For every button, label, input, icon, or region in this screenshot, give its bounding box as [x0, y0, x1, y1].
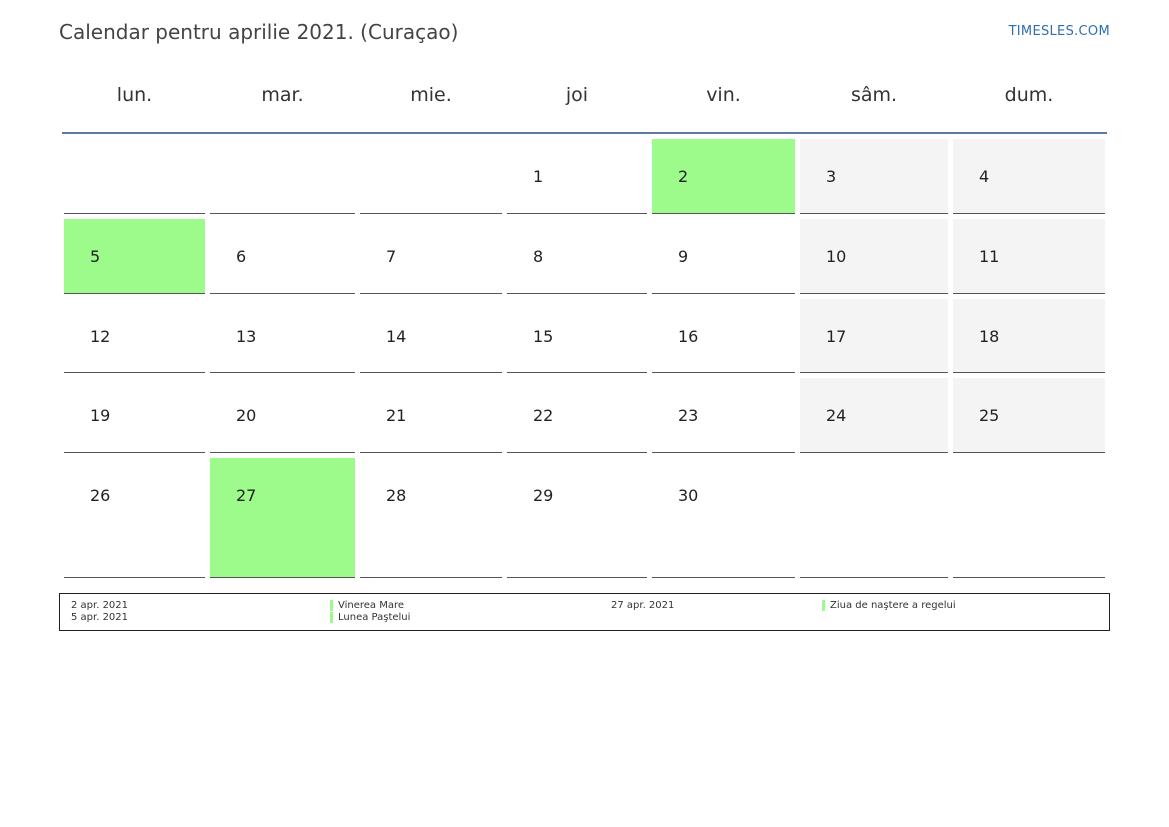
calendar-day-cell: 10 [800, 219, 948, 294]
day-number: 4 [979, 167, 990, 186]
weekday-label: lun. [116, 84, 153, 106]
weekday-header: lun. mar. mie. joi vin. sâm. dum. [62, 84, 1107, 134]
day-number: 9 [678, 247, 689, 266]
page-title: Calendar pentru aprilie 2021. (Curaçao) [59, 20, 459, 44]
calendar-day-cell: 2 [652, 139, 795, 214]
day-number: 27 [236, 486, 257, 505]
calendar-day-cell: 4 [953, 139, 1105, 214]
calendar-day-cell: 17 [800, 299, 948, 373]
day-number: 30 [678, 486, 699, 505]
day-number: 5 [90, 247, 101, 266]
calendar-day-cell: 18 [953, 299, 1105, 373]
day-number: 29 [533, 486, 554, 505]
calendar-day-cell: 30 [652, 458, 795, 578]
day-number: 12 [90, 327, 111, 346]
calendar-day-cell: 19 [64, 378, 205, 453]
calendar-day-cell [64, 139, 205, 214]
calendar-day-cell: 27 [210, 458, 355, 578]
day-number: 3 [826, 167, 837, 186]
day-number: 8 [533, 247, 544, 266]
day-number: 24 [826, 406, 847, 425]
day-number: 6 [236, 247, 247, 266]
day-number: 17 [826, 327, 847, 346]
calendar-day-cell [210, 139, 355, 214]
calendar-day-cell [800, 458, 948, 578]
calendar-day-cell: 24 [800, 378, 948, 453]
day-number: 22 [533, 406, 554, 425]
calendar-day-cell: 8 [507, 219, 647, 294]
calendar-day-cell: 15 [507, 299, 647, 373]
calendar-day-cell: 3 [800, 139, 948, 214]
day-number: 21 [386, 406, 407, 425]
weekday-label: dum. [1004, 84, 1054, 106]
day-number: 15 [533, 327, 554, 346]
calendar-day-cell: 5 [64, 219, 205, 294]
calendar-day-cell [953, 458, 1105, 578]
legend-color-marker [330, 612, 333, 623]
calendar-day-cell: 13 [210, 299, 355, 373]
calendar-day-cell: 11 [953, 219, 1105, 294]
calendar-day-cell: 16 [652, 299, 795, 373]
calendar-day-cell [360, 139, 502, 214]
day-number: 23 [678, 406, 699, 425]
weekday-label: vin. [706, 84, 741, 106]
calendar-day-cell: 26 [64, 458, 205, 578]
legend-holiday-name: Vinerea Mare [338, 600, 405, 611]
legend-color-marker [822, 600, 825, 611]
day-number: 19 [90, 406, 111, 425]
calendar-day-cell: 12 [64, 299, 205, 373]
calendar-day-cell: 7 [360, 219, 502, 294]
calendar-day-cell: 29 [507, 458, 647, 578]
calendar-day-cell: 23 [652, 378, 795, 453]
day-number: 18 [979, 327, 1000, 346]
legend-holiday-name: Ziua de naştere a regelui [830, 600, 956, 611]
holiday-legend: 2 apr. 2021 Vinerea Mare 5 apr. 2021 Lun… [59, 593, 1110, 631]
weekday-label: mar. [261, 84, 304, 106]
day-number: 14 [386, 327, 407, 346]
calendar-day-cell: 21 [360, 378, 502, 453]
weekday-label: mie. [410, 84, 452, 106]
weekday-label: sâm. [850, 84, 898, 106]
legend-color-marker [330, 600, 333, 611]
day-number: 1 [533, 167, 544, 186]
day-number: 7 [386, 247, 397, 266]
calendar-day-cell: 22 [507, 378, 647, 453]
day-number: 16 [678, 327, 699, 346]
calendar-day-cell: 20 [210, 378, 355, 453]
calendar-day-cell: 14 [360, 299, 502, 373]
legend-date: 5 apr. 2021 [71, 612, 129, 623]
day-number: 28 [386, 486, 407, 505]
day-number: 10 [826, 247, 847, 266]
site-link[interactable]: TIMESLES.COM [1008, 24, 1110, 39]
calendar-day-cell: 1 [507, 139, 647, 214]
legend-date: 2 apr. 2021 [71, 600, 129, 611]
day-number: 20 [236, 406, 257, 425]
day-number: 13 [236, 327, 257, 346]
day-number: 25 [979, 406, 1000, 425]
calendar-day-cell: 9 [652, 219, 795, 294]
legend-holiday-name: Lunea Paştelui [338, 612, 411, 623]
calendar-day-cell: 25 [953, 378, 1105, 453]
day-number: 26 [90, 486, 111, 505]
calendar-day-cell: 6 [210, 219, 355, 294]
calendar-day-cell: 28 [360, 458, 502, 578]
day-number: 2 [678, 167, 689, 186]
day-number: 11 [979, 247, 1000, 266]
legend-date: 27 apr. 2021 [611, 600, 675, 611]
weekday-label: joi [565, 84, 589, 106]
